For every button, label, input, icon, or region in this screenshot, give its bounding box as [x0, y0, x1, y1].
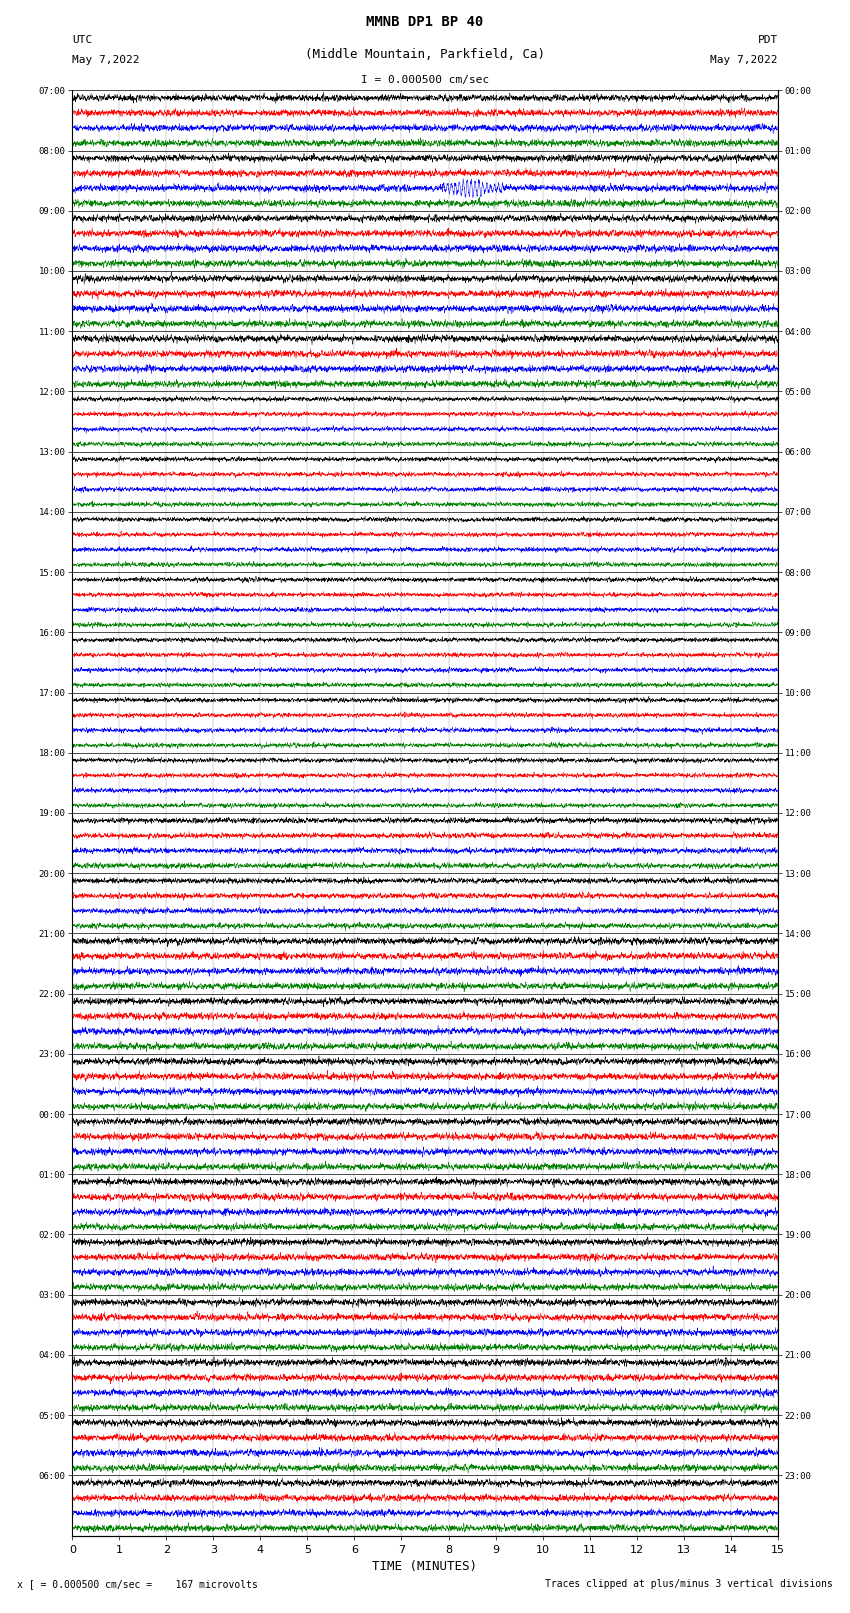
X-axis label: TIME (MINUTES): TIME (MINUTES) [372, 1560, 478, 1573]
Text: x [ = 0.000500 cm/sec =    167 microvolts: x [ = 0.000500 cm/sec = 167 microvolts [17, 1579, 258, 1589]
Text: May 7,2022: May 7,2022 [711, 55, 778, 65]
Text: PDT: PDT [757, 35, 778, 45]
Text: May 7,2022: May 7,2022 [72, 55, 139, 65]
Text: (Middle Mountain, Parkfield, Ca): (Middle Mountain, Parkfield, Ca) [305, 48, 545, 61]
Text: I = 0.000500 cm/sec: I = 0.000500 cm/sec [361, 76, 489, 85]
Text: MMNB DP1 BP 40: MMNB DP1 BP 40 [366, 15, 484, 29]
Text: UTC: UTC [72, 35, 93, 45]
Text: Traces clipped at plus/minus 3 vertical divisions: Traces clipped at plus/minus 3 vertical … [545, 1579, 833, 1589]
